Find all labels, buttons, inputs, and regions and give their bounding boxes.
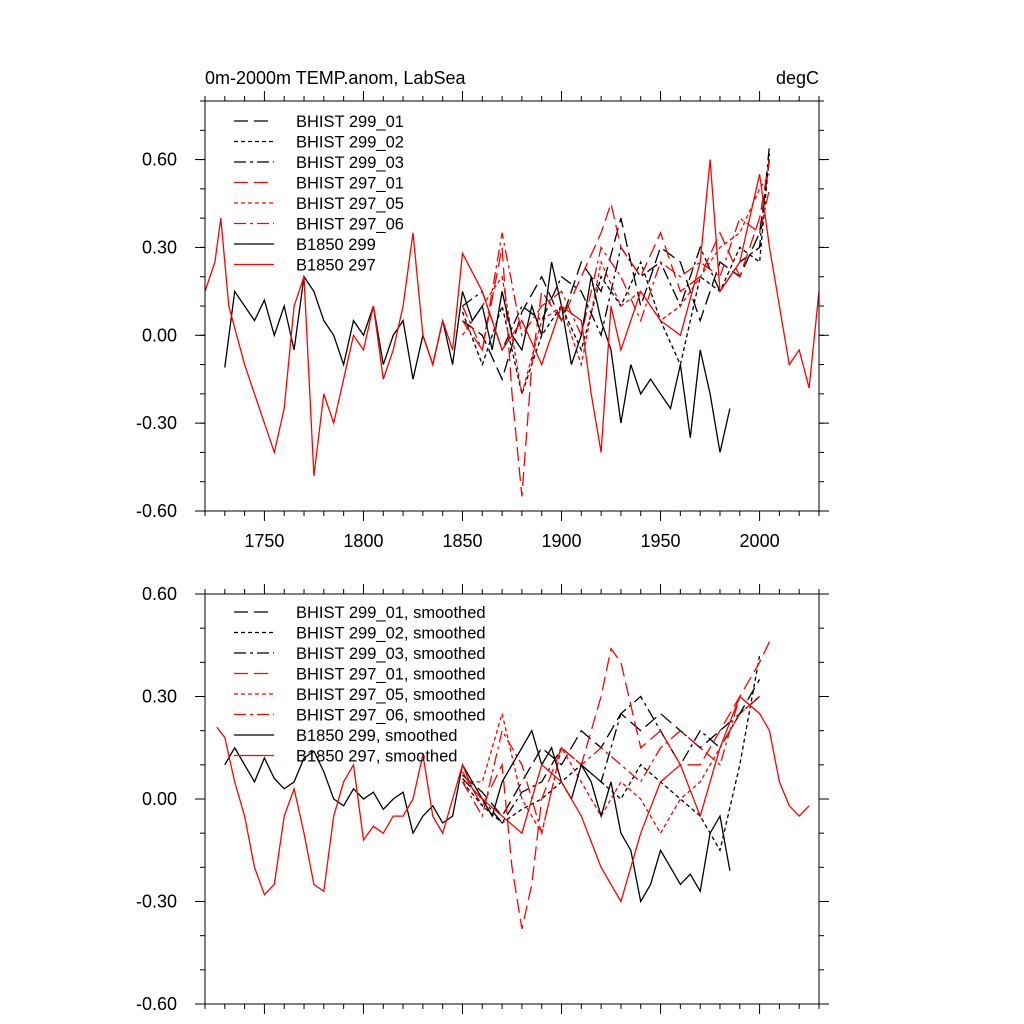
legend-label: BHIST 299_01, smoothed [296, 604, 486, 622]
x-tick-label: 1750 [244, 531, 284, 551]
top-title-right: degC [776, 68, 819, 88]
legend-label: BHIST 299_03, smoothed [296, 645, 486, 663]
y-tick-label: -0.30 [136, 892, 177, 912]
y-tick-label: -0.60 [136, 994, 177, 1014]
legend-label: BHIST 299_01 [296, 113, 404, 131]
bottom-plot-frame [204, 593, 820, 1005]
series-line-bottom-2 [462, 695, 761, 824]
y-tick-label: -0.30 [136, 413, 177, 433]
legend-label: BHIST 297_05, smoothed [296, 686, 486, 704]
legend-label: BHIST 297_05 [296, 195, 404, 213]
top-ticks: 1750 1800 1850 1900 1950 2000 -0.60 -0.30 0.00 0.… [136, 91, 829, 551]
top-plot-frame [204, 100, 820, 512]
bottom-ticks: -0.60 -0.30 0.00 0.30 0.60 [136, 584, 829, 1014]
legend-label: BHIST 299_03 [296, 154, 404, 172]
legend-label: B1850 299, smoothed [296, 727, 457, 745]
legend-label: BHIST 299_02 [296, 134, 404, 152]
series-line-bottom-0 [462, 679, 761, 818]
top-series [204, 144, 820, 497]
series-line-bottom-7 [216, 695, 810, 904]
x-tick-label: 2000 [740, 531, 780, 551]
x-tick-label: 1850 [442, 531, 482, 551]
bottom-panel: -0.60 -0.30 0.00 0.30 0.60 BHIST 299_01, smo… [136, 584, 829, 1014]
series-line-bottom-3 [461, 641, 771, 929]
y-tick-label: 0.60 [142, 584, 177, 604]
legend-label: BHIST 297_06, smoothed [296, 707, 486, 725]
y-tick-label: 0.30 [142, 687, 177, 707]
legend-label: B1850 299 [296, 236, 376, 254]
series-line-bottom-6 [224, 729, 731, 904]
legend-label: BHIST 297_01 [296, 175, 404, 193]
series-line-top-7 [204, 159, 820, 476]
y-tick-label: -0.60 [136, 501, 177, 521]
series-line-top-5 [461, 188, 771, 353]
top-panel: 0m-2000m TEMP.anom, LabSea degC 1750 1800… [136, 68, 829, 551]
series-line-top-0 [462, 159, 771, 382]
legend-label: BHIST 297_01, smoothed [296, 666, 486, 684]
legend-label: B1850 297 [296, 257, 376, 275]
bottom-legend: BHIST 299_01, smoothed BHIST 299_02, smoo… [234, 604, 486, 766]
series-line-top-1 [461, 153, 771, 397]
y-tick-label: 0.30 [142, 237, 177, 257]
top-title-left: 0m-2000m TEMP.anom, LabSea [205, 68, 466, 88]
series-line-top-4 [461, 173, 771, 395]
x-tick-label: 1900 [541, 531, 581, 551]
x-tick-label: 1950 [641, 531, 681, 551]
y-tick-label: 0.00 [142, 325, 177, 345]
legend-label: BHIST 299_02, smoothed [296, 625, 486, 643]
y-tick-label: 0.60 [142, 150, 177, 170]
series-line-top-6 [224, 261, 731, 453]
y-tick-label: 0.00 [142, 789, 177, 809]
legend-label: BHIST 297_06 [296, 216, 404, 234]
legend-label: B1850 297, smoothed [296, 748, 457, 766]
series-line-bottom-4 [462, 696, 761, 835]
top-legend: BHIST 299_01 BHIST 299_02 BHIST 299_03 BHIS… [234, 113, 404, 275]
x-tick-label: 1800 [343, 531, 383, 551]
bottom-series [216, 641, 810, 929]
series-line-bottom-5 [461, 695, 761, 836]
